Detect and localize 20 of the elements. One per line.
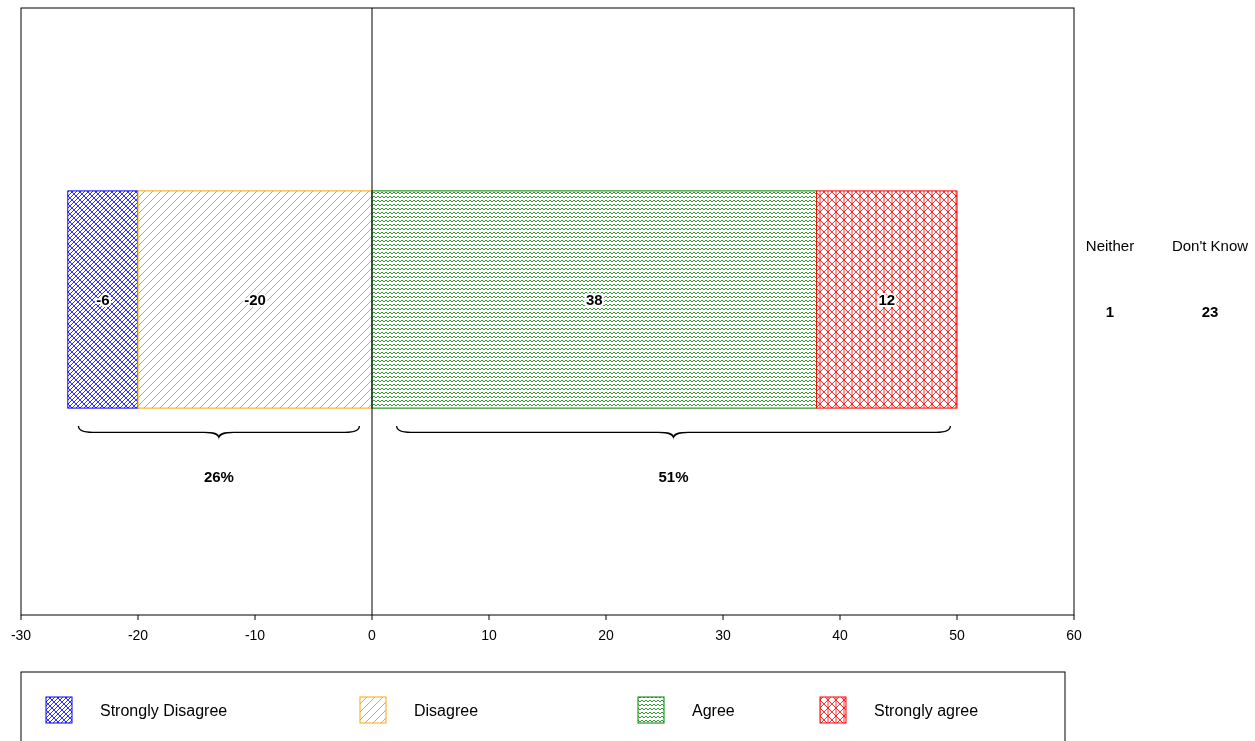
x-tick-label: 40 bbox=[832, 627, 848, 643]
legend-label: Strongly Disagree bbox=[100, 702, 228, 719]
x-tick-label: -10 bbox=[244, 627, 266, 643]
x-tick-label: -30 bbox=[10, 627, 32, 643]
x-tick-label: 30 bbox=[715, 627, 731, 643]
text: 23 bbox=[1201, 303, 1219, 320]
x-tick-label: -20 bbox=[127, 627, 149, 643]
annotation: 51% bbox=[658, 468, 689, 486]
legend-label: Agree bbox=[692, 702, 735, 719]
legend-label: Strongly agree bbox=[874, 702, 979, 719]
x-tick-label: 60 bbox=[1066, 627, 1082, 643]
x-tick-label: 0 bbox=[368, 627, 377, 643]
text: Neither bbox=[1085, 237, 1135, 254]
x-tick-label: 20 bbox=[598, 627, 614, 643]
text: Don't Know bbox=[1171, 237, 1249, 254]
x-tick-label: 10 bbox=[481, 627, 497, 643]
legend-label: Disagree bbox=[414, 702, 479, 719]
annotation: 26% bbox=[203, 468, 234, 486]
text: 1 bbox=[1105, 303, 1115, 320]
x-tick-label: 50 bbox=[949, 627, 965, 643]
